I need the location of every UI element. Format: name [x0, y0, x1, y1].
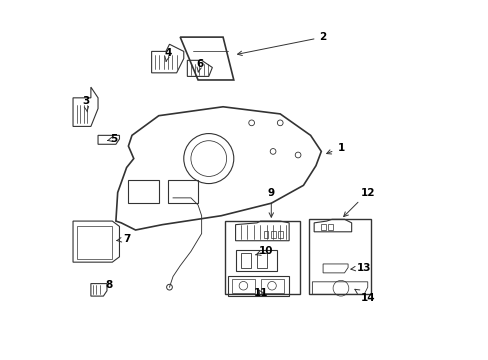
Text: 13: 13 — [350, 262, 371, 273]
Text: 9: 9 — [267, 188, 274, 217]
Text: 10: 10 — [255, 247, 273, 256]
Text: 8: 8 — [105, 280, 112, 291]
Text: 14: 14 — [354, 289, 374, 303]
Text: 4: 4 — [163, 48, 171, 61]
Text: 5: 5 — [107, 134, 118, 144]
Text: 12: 12 — [343, 188, 374, 217]
Text: 1: 1 — [326, 143, 344, 154]
Text: 6: 6 — [196, 59, 203, 72]
Text: 11: 11 — [253, 288, 267, 297]
Text: 7: 7 — [117, 234, 130, 244]
Text: 2: 2 — [237, 32, 326, 55]
Text: 3: 3 — [82, 96, 89, 112]
